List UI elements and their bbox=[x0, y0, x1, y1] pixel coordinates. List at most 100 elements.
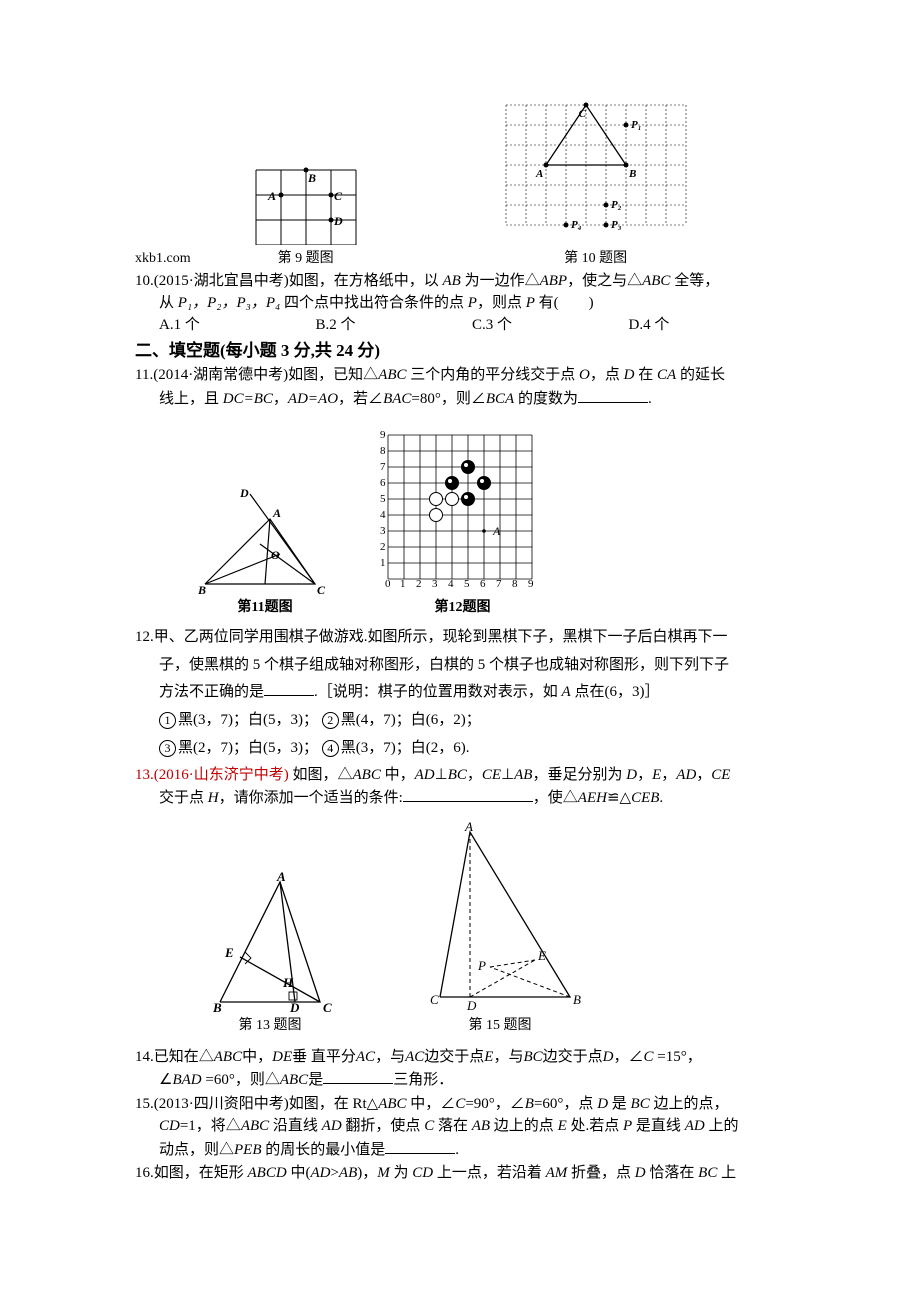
q10-opt-c: C.3 个 bbox=[472, 315, 629, 337]
svg-text:H: H bbox=[282, 975, 294, 990]
svg-text:9: 9 bbox=[528, 578, 534, 590]
svg-text:1: 1 bbox=[380, 557, 386, 569]
watermark: xkb1.com bbox=[135, 249, 191, 269]
q13-prefix: 13.(2016·山东济宁中考) bbox=[135, 767, 289, 783]
figure-15-caption: 第 15 题图 bbox=[469, 1016, 532, 1036]
question-10: 10.(2015·湖北宜昌中考)如图，在方格纸中，以 AB 为一边作△ABP，使… bbox=[135, 271, 785, 336]
question-13: 13.(2016·山东济宁中考) 如图，△ABC 中，AD⊥BC，CE⊥AB，垂… bbox=[135, 765, 785, 811]
q14-line2: ∠BAD =60°，则△ABC是三角形． bbox=[135, 1068, 785, 1092]
question-12: 12.甲、乙两位同学用围棋子做游戏.如图所示，现轮到黑棋下子，黑棋下一子后白棋再… bbox=[135, 624, 785, 763]
circled-3: 3 bbox=[159, 740, 176, 757]
q10-text: 10.(2015·湖北宜昌中考)如图，在方格纸中，以 bbox=[135, 273, 443, 289]
figure-9-caption: 第 9 题图 bbox=[278, 249, 334, 269]
figure-12: 0 123 456 789 123 456 789 A 第12题图 bbox=[375, 419, 550, 618]
q10-line2: 从 P₁，P₂，P₃，P₄ 四个点中找出符合条件的点 P，则点 P 有( ) bbox=[135, 293, 785, 315]
svg-text:5: 5 bbox=[464, 578, 470, 590]
q14-blank bbox=[323, 1068, 393, 1084]
svg-text:2: 2 bbox=[416, 578, 422, 590]
q13-line2: 交于点 H，请你添加一个适当的条件:，使△AEH≌△CEB. bbox=[135, 786, 785, 810]
question-15: 15.(2013·四川资阳中考)如图，在 Rt△ABC 中，∠C=90°，∠B=… bbox=[135, 1094, 785, 1161]
figure-11: A B C D O 第11题图 bbox=[195, 484, 335, 618]
svg-text:P₁: P₁ bbox=[631, 119, 642, 131]
figure-15: A B C D E P 第 15 题图 bbox=[415, 822, 585, 1036]
svg-text:E: E bbox=[224, 945, 234, 960]
section-2-title: 二、填空题(每小题 3 分,共 24 分) bbox=[135, 339, 785, 364]
q12-blank bbox=[264, 680, 314, 696]
page: xkb1.com A B C D bbox=[0, 0, 920, 1302]
q15-line3: 动点，则△PEB 的周长的最小值是. bbox=[135, 1138, 785, 1162]
circled-1: 1 bbox=[159, 712, 176, 729]
svg-text:P₄: P₄ bbox=[571, 219, 582, 231]
circled-4: 4 bbox=[322, 740, 339, 757]
svg-text:B: B bbox=[307, 171, 316, 185]
figure-row-13-15: A B C D E H 第 13 题图 bbox=[205, 822, 785, 1036]
svg-text:6: 6 bbox=[380, 477, 386, 489]
figure-row-11-12: A B C D O 第11题图 0 123 456 789 bbox=[195, 419, 785, 618]
figure-10-caption: 第 10 题图 bbox=[564, 249, 627, 269]
svg-text:9: 9 bbox=[380, 429, 386, 441]
svg-text:D: D bbox=[289, 1000, 300, 1012]
svg-text:E: E bbox=[537, 948, 546, 963]
figure-10-svg: A B C P₁ P₂ P₃ P₄ bbox=[501, 100, 691, 245]
figure-15-svg: A B C D E P bbox=[415, 822, 585, 1012]
svg-text:D: D bbox=[333, 214, 343, 228]
question-11: 11.(2014·湖南常德中考)如图，已知△ABC 三个内角的平分线交于点 O，… bbox=[135, 365, 785, 411]
figure-9: A B C D 第 9 题图 bbox=[251, 165, 361, 269]
figure-13-svg: A B C D E H bbox=[205, 872, 335, 1012]
svg-text:3: 3 bbox=[432, 578, 438, 590]
figure-13: A B C D E H 第 13 题图 bbox=[205, 872, 335, 1036]
q10-opt-a: A.1 个 bbox=[159, 315, 316, 337]
q11-line2: 线上，且 DC=BC，AD=AO，若∠BAC=80°，则∠BCA 的度数为. bbox=[135, 387, 785, 411]
figure-13-caption: 第 13 题图 bbox=[239, 1016, 302, 1036]
svg-text:4: 4 bbox=[380, 509, 386, 521]
question-14: 14.已知在△ABC中，DE垂 直平分AC，与AC边交于点E，与BC边交于点D，… bbox=[135, 1047, 785, 1093]
q10-options: A.1 个 B.2 个 C.3 个 D.4 个 bbox=[135, 315, 785, 337]
svg-text:0: 0 bbox=[385, 578, 391, 590]
q12-opts-row2: 3黑(2，7)；白(5，3)； 4黑(3，7)；白(2，6). bbox=[135, 735, 785, 763]
svg-text:8: 8 bbox=[512, 578, 518, 590]
svg-text:B: B bbox=[197, 583, 206, 594]
svg-text:C: C bbox=[334, 189, 343, 203]
q11-blank bbox=[578, 387, 648, 403]
q15-blank bbox=[385, 1138, 455, 1154]
svg-text:A: A bbox=[276, 872, 286, 884]
svg-text:3: 3 bbox=[380, 525, 386, 537]
svg-text:B: B bbox=[573, 992, 581, 1007]
svg-text:A: A bbox=[267, 189, 276, 203]
svg-text:C: C bbox=[323, 1000, 332, 1012]
svg-text:6: 6 bbox=[480, 578, 486, 590]
svg-text:A: A bbox=[492, 524, 501, 538]
q10-ab: AB bbox=[443, 273, 461, 289]
q13-blank bbox=[403, 786, 533, 802]
svg-text:5: 5 bbox=[380, 493, 386, 505]
svg-text:4: 4 bbox=[448, 578, 454, 590]
q15-line2: CD=1，将△ABC 沿直线 AD 翻折，使点 C 落在 AB 边上的点 E 处… bbox=[135, 1116, 785, 1138]
svg-text:C: C bbox=[430, 992, 439, 1007]
svg-text:C: C bbox=[578, 108, 586, 120]
svg-text:A: A bbox=[464, 822, 473, 834]
figure-12-caption: 第12题图 bbox=[435, 598, 491, 618]
svg-text:8: 8 bbox=[380, 445, 386, 457]
svg-text:2: 2 bbox=[380, 541, 386, 553]
svg-text:A: A bbox=[535, 168, 543, 180]
svg-text:C: C bbox=[317, 583, 326, 594]
svg-text:B: B bbox=[212, 1000, 222, 1012]
figure-10: A B C P₁ P₂ P₃ P₄ 第 10 题图 bbox=[501, 100, 691, 269]
svg-text:B: B bbox=[628, 168, 636, 180]
q10-opt-d: D.4 个 bbox=[629, 315, 786, 337]
svg-text:P: P bbox=[477, 958, 486, 973]
svg-text:A: A bbox=[272, 506, 281, 520]
svg-text:1: 1 bbox=[400, 578, 406, 590]
svg-text:P₃: P₃ bbox=[611, 219, 622, 231]
svg-text:7: 7 bbox=[496, 578, 502, 590]
figure-row-top: xkb1.com A B C D bbox=[135, 100, 785, 269]
figure-11-svg: A B C D O bbox=[195, 484, 335, 594]
q12-line3: 方法不正确的是.［说明：棋子的位置用数对表示，如 A 点在(6，3)］ bbox=[135, 679, 785, 707]
q12-opts-row1: 1黑(3，7)；白(5，3)； 2黑(4，7)；白(6，2)； bbox=[135, 707, 785, 735]
question-16: 16.如图，在矩形 ABCD 中(AD>AB)，M 为 CD 上一点，若沿着 A… bbox=[135, 1163, 785, 1185]
svg-text:P₂: P₂ bbox=[611, 199, 622, 211]
svg-text:7: 7 bbox=[380, 461, 386, 473]
svg-text:O: O bbox=[271, 548, 280, 562]
svg-text:D: D bbox=[466, 998, 477, 1012]
figure-9-svg: A B C D bbox=[251, 165, 361, 245]
